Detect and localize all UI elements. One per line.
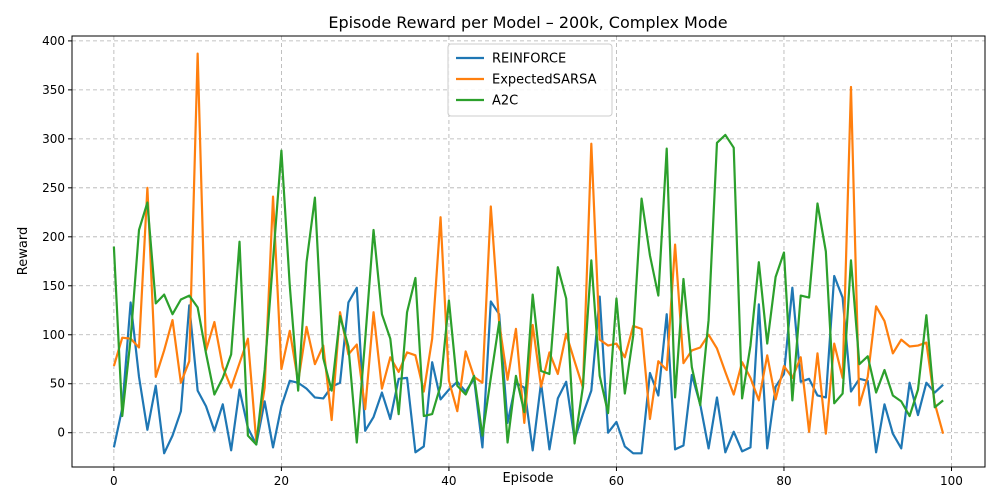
chart-title: Episode Reward per Model – 200k, Complex… bbox=[328, 13, 727, 32]
x-tick-label: 0 bbox=[110, 474, 118, 488]
x-tick-label: 100 bbox=[940, 474, 963, 488]
x-tick-label: 40 bbox=[441, 474, 456, 488]
x-axis-title: Episode bbox=[502, 471, 553, 486]
y-tick-label: 150 bbox=[42, 279, 65, 293]
legend: REINFORCE ExpectedSARSA A2C bbox=[447, 43, 613, 117]
x-axis-ticks: 0 20 40 60 80 100 bbox=[110, 467, 963, 488]
y-tick-label: 200 bbox=[42, 230, 65, 244]
x-tick-label: 60 bbox=[609, 474, 624, 488]
series-lines bbox=[112, 52, 945, 455]
y-tick-label: 0 bbox=[57, 426, 65, 440]
y-axis-title: Reward bbox=[16, 227, 31, 275]
legend-label-a2c: A2C bbox=[492, 94, 518, 109]
y-tick-label: 350 bbox=[42, 83, 65, 97]
x-tick-label: 80 bbox=[776, 474, 791, 488]
legend-label-reinforce: REINFORCE bbox=[492, 52, 566, 67]
y-tick-label: 400 bbox=[42, 34, 65, 48]
y-axis-ticks: 0 50 100 150 200 250 300 350 400 bbox=[42, 34, 72, 440]
x-tick-label: 20 bbox=[274, 474, 289, 488]
y-tick-label: 100 bbox=[42, 328, 65, 342]
legend-box bbox=[447, 43, 613, 117]
series-line-expectedsarsa bbox=[112, 52, 945, 443]
plot-area-frame bbox=[71, 35, 986, 468]
series-line-reinforce bbox=[112, 274, 944, 455]
y-tick-label: 300 bbox=[42, 132, 65, 146]
y-tick-label: 50 bbox=[50, 377, 65, 391]
legend-label-expectedsarsa: ExpectedSARSA bbox=[492, 73, 597, 88]
y-tick-label: 250 bbox=[42, 181, 65, 195]
series-line-a2c bbox=[112, 133, 944, 446]
